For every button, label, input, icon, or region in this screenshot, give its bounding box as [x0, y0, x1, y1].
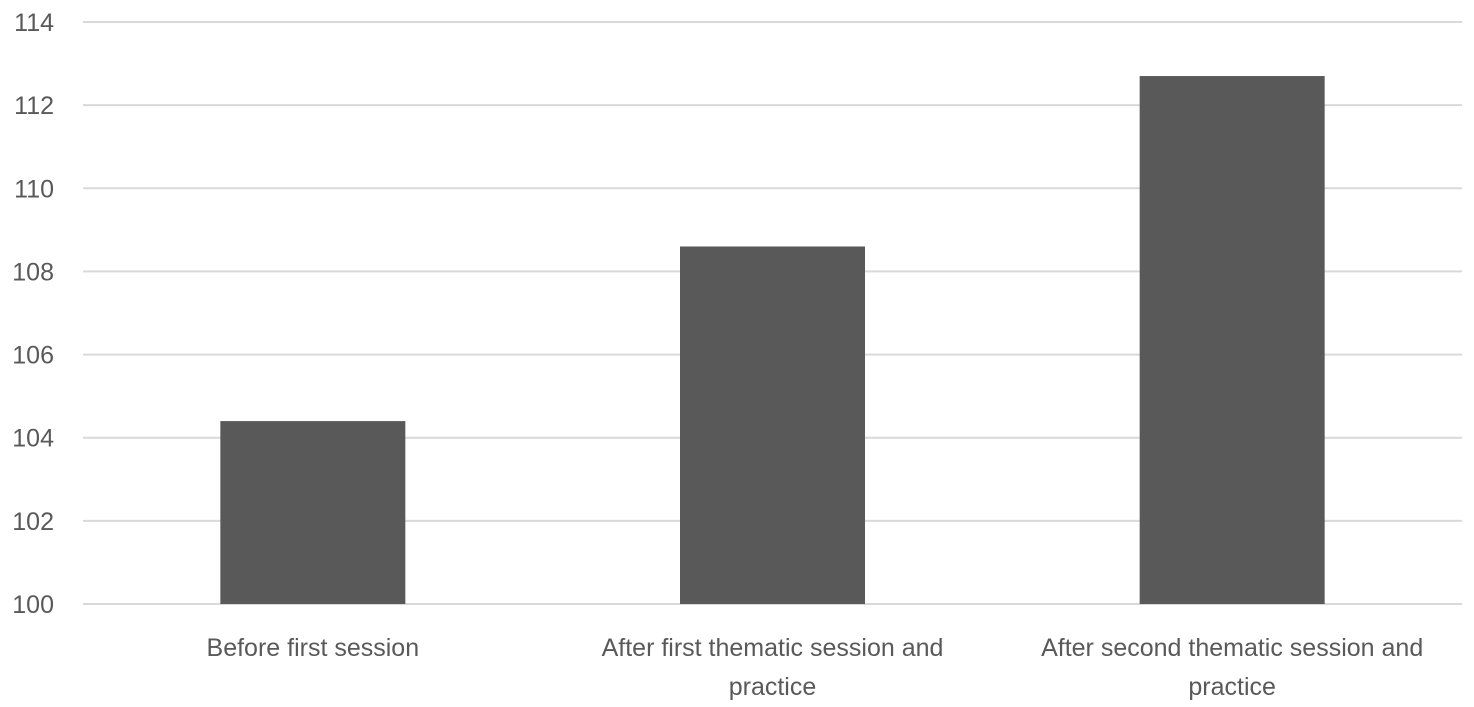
y-tick-label: 104	[12, 425, 54, 453]
bar	[680, 246, 865, 604]
x-category-label: After second thematic session and	[1041, 634, 1423, 662]
x-category-label: Before first session	[207, 634, 420, 662]
y-tick-label: 108	[12, 258, 54, 286]
x-category-label: After first thematic session and	[602, 634, 944, 662]
y-tick-label: 106	[12, 342, 54, 370]
x-axis-category-labels: Before first session After first thematic…	[207, 634, 1424, 701]
bars	[220, 76, 1325, 605]
x-category-label: practice	[1188, 673, 1276, 701]
bar	[220, 421, 406, 604]
y-tick-label: 114	[14, 9, 54, 37]
y-tick-label: 110	[14, 175, 54, 203]
y-tick-label: 102	[12, 508, 54, 536]
y-axis-tick-labels: 100 102 104 106 108 110 112 114	[12, 9, 54, 619]
bar	[1139, 76, 1325, 605]
y-tick-label: 100	[12, 591, 54, 619]
y-tick-label: 112	[14, 92, 54, 120]
x-category-label: practice	[729, 673, 817, 701]
